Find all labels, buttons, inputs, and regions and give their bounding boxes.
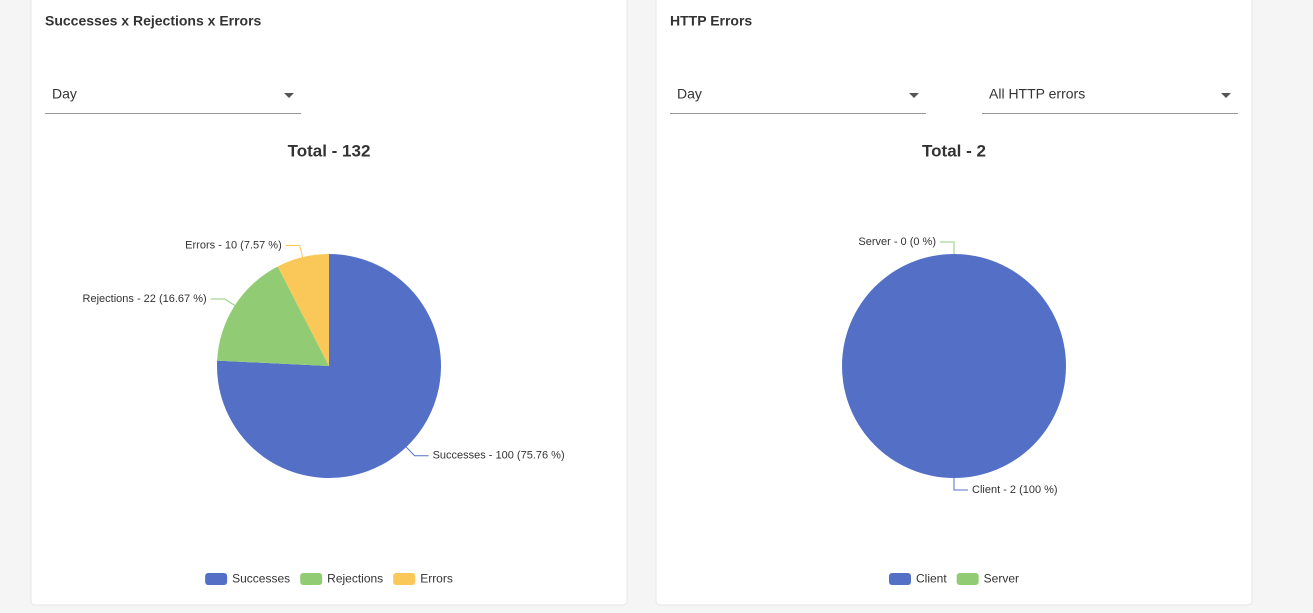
label-leader — [953, 478, 968, 491]
dropdown-arrow[interactable] — [1221, 93, 1231, 98]
chart-subtitle: Total - 2 — [922, 141, 986, 160]
pie-slice — [217, 254, 442, 478]
legend-label[interactable]: Successes — [232, 572, 290, 586]
pie-slice — [842, 254, 1066, 478]
legend-label[interactable]: Rejections — [327, 572, 383, 586]
slice-label: Successes - 100 (75.76 %) — [433, 450, 565, 462]
slice-label: Rejections - 22 (16.67 %) — [83, 293, 207, 305]
dropdown-value[interactable]: Day — [677, 86, 702, 102]
legend-swatch[interactable] — [956, 573, 979, 585]
dropdown-value[interactable]: All HTTP errors — [989, 86, 1085, 102]
slice-label: Errors - 10 (7.57 %) — [185, 239, 282, 251]
card-title: Successes x Rejections x Errors — [45, 13, 262, 29]
pie-slice — [277, 254, 329, 366]
pie-slice — [217, 266, 329, 366]
dropdown-arrow[interactable] — [909, 93, 919, 98]
legend-swatch[interactable] — [300, 573, 323, 585]
label-leader — [285, 244, 304, 258]
card-title: HTTP Errors — [670, 13, 752, 29]
label-leader — [210, 298, 236, 306]
dropdown-arrow[interactable] — [284, 93, 294, 98]
chart-subtitle: Total - 132 — [288, 141, 371, 160]
legend-label[interactable]: Client — [916, 572, 947, 586]
dropdown-value[interactable]: Day — [52, 86, 77, 102]
label-leader — [940, 241, 955, 254]
legend-swatch[interactable] — [205, 573, 228, 585]
legend-swatch[interactable] — [393, 573, 416, 585]
legend-label[interactable]: Server — [984, 572, 1019, 586]
label-leader — [405, 446, 429, 457]
slice-label: Server - 0 (0 %) — [858, 236, 936, 248]
legend-swatch[interactable] — [888, 573, 911, 585]
legend-label[interactable]: Errors — [420, 572, 453, 586]
slice-label: Client - 2 (100 %) — [972, 484, 1058, 496]
